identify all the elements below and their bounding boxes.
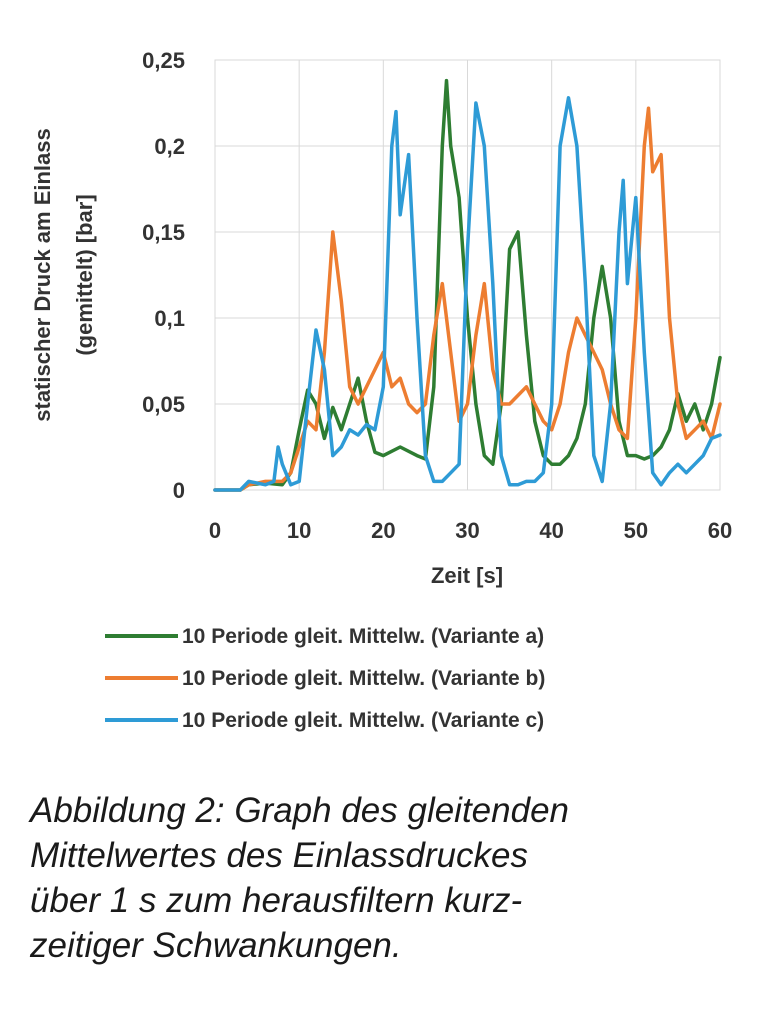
legend-label-0: 10 Periode gleit. Mittelw. (Variante a) (182, 625, 544, 648)
y-axis-label-line-1: statischer Druck am Einlass (30, 128, 55, 421)
y-tick-labels: 0 0,05 0,1 0,15 0,2 0,25 (142, 48, 185, 503)
chart-legend: 10 Periode gleit. Mittelw. (Variante a) 1… (105, 625, 545, 732)
y-tick-label: 0,25 (142, 48, 185, 73)
caption-line-4: zeitiger Schwankungen. (30, 926, 402, 965)
y-tick-label: 0,1 (154, 306, 185, 331)
x-tick-label: 60 (708, 518, 732, 543)
plot-area (214, 59, 721, 491)
caption-line-3: über 1 s zum herausfiltern kurz- (30, 881, 523, 920)
x-tick-label: 10 (287, 518, 311, 543)
figure-caption: Abbildung 2: Graph des gleitenden Mittel… (30, 788, 750, 968)
x-tick-label: 0 (209, 518, 221, 543)
y-tick-label: 0 (173, 478, 185, 503)
x-tick-label: 40 (539, 518, 563, 543)
y-tick-label: 0,05 (142, 392, 185, 417)
x-tick-label: 30 (455, 518, 479, 543)
series-line-0 (213, 78, 722, 492)
x-tick-labels: 0 10 20 30 40 50 60 (209, 518, 732, 543)
x-tick-label: 20 (371, 518, 395, 543)
x-tick-label: 50 (624, 518, 648, 543)
y-tick-label: 0,15 (142, 220, 185, 245)
series-line-1 (213, 106, 722, 492)
caption-line-2: Mittelwertes des Einlassdruckes (30, 836, 528, 875)
y-axis-label-line-2: (gemittelt) [bar] (72, 194, 97, 355)
legend-label-1: 10 Periode gleit. Mittelw. (Variante b) (182, 667, 545, 690)
series-group (213, 78, 722, 492)
series-line-2 (213, 96, 722, 492)
caption-line-1: Abbildung 2: Graph des gleitenden (30, 791, 570, 830)
x-axis-label: Zeit [s] (431, 563, 503, 588)
line-chart: 0 10 20 30 40 50 60 0 0,05 0,1 0,15 0,2 0,25 Zeit [… (30, 48, 732, 732)
y-tick-label: 0,2 (154, 134, 185, 159)
legend-label-2: 10 Periode gleit. Mittelw. (Variante c) (182, 709, 544, 732)
